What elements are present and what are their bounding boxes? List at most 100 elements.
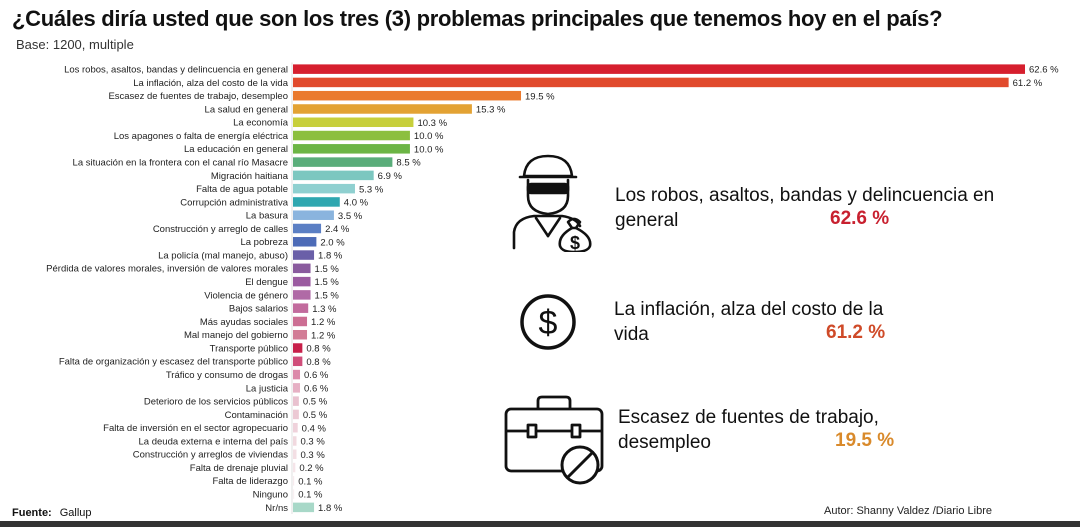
value-label: 1.5 % (315, 291, 340, 302)
value-label: 0.6 % (304, 383, 329, 394)
value-label: 1.5 % (315, 277, 340, 288)
bar (293, 157, 393, 167)
category-label: Pérdida de valores morales, inversión de… (46, 264, 288, 275)
value-label: 0.5 % (303, 397, 328, 408)
bar (293, 250, 315, 260)
value-label: 0.1 % (298, 476, 323, 487)
bar (293, 90, 522, 101)
category-label: Falta de organización y escasez del tran… (59, 357, 288, 368)
bar (293, 130, 410, 141)
bar (293, 369, 301, 380)
category-label: Escasez de fuentes de trabajo, desempleo (108, 91, 288, 102)
category-label: La deuda externa e interna del país (139, 436, 289, 447)
value-label: 6.9 % (378, 171, 403, 182)
value-label: 0.3 % (301, 437, 326, 448)
bar (293, 210, 334, 220)
category-label: Ninguno (253, 490, 288, 501)
bar (293, 383, 301, 393)
bar (293, 64, 1025, 74)
value-label: 10.0 % (414, 131, 444, 142)
bar (293, 303, 309, 313)
category-label: Tráfico y consumo de drogas (166, 370, 288, 381)
chart-subtitle: Base: 1200, multiple (16, 37, 134, 52)
value-label: 61.2 % (1013, 78, 1043, 89)
category-label: Nr/ns (265, 503, 288, 514)
category-label: Los apagones o falta de energía eléctric… (114, 131, 289, 142)
bar (293, 117, 414, 128)
bar (293, 104, 472, 114)
value-label: 1.2 % (311, 317, 336, 328)
value-label: 0.2 % (299, 463, 324, 474)
thief-icon: $ (512, 154, 592, 252)
dollar-coin-icon: $ (520, 294, 576, 350)
category-label: La situación en la frontera con el canal… (73, 158, 288, 169)
highlight-text: La inflación, alza del costo de la vida (614, 299, 884, 345)
category-label: Violencia de género (204, 290, 288, 301)
source-note: Fuente: Gallup (12, 507, 92, 519)
highlight-item-3: Escasez de fuentes de trabajo, desempleo (618, 405, 928, 455)
category-label: Contaminación (225, 410, 288, 421)
bar (293, 290, 311, 300)
highlight-item-1: Los robos, asaltos, bandas y delincuenci… (615, 183, 1025, 233)
highlight-text: Escasez de fuentes de trabajo, desempleo (618, 407, 879, 453)
highlight-value: 62.6 % (830, 208, 890, 229)
category-label: Falta de inversión en el sector agropecu… (103, 423, 288, 434)
category-label: Construcción y arreglos de viviendas (133, 450, 288, 461)
category-label: Deterioro de los servicios públicos (144, 397, 288, 408)
category-label: La salud en general (205, 104, 288, 115)
value-label: 10.0 % (414, 144, 444, 155)
value-label: 0.6 % (304, 370, 329, 381)
bar (293, 144, 410, 154)
value-label: 2.4 % (325, 224, 350, 235)
value-label: 1.2 % (311, 330, 336, 341)
bar (293, 329, 308, 340)
category-label: El dengue (245, 277, 288, 288)
category-label: La inflación, alza del costo de la vida (133, 78, 288, 89)
bar (293, 462, 296, 473)
bar (293, 343, 303, 353)
value-label: 1.8 % (318, 503, 343, 514)
value-label: 1.5 % (315, 264, 340, 275)
value-label: 5.3 % (359, 184, 384, 195)
value-label: 19.5 % (525, 91, 555, 102)
highlight-item-2: La inflación, alza del costo de la vida (614, 297, 914, 347)
bar (293, 409, 299, 420)
value-label: 1.8 % (318, 251, 343, 262)
value-label: 0.5 % (303, 410, 328, 421)
category-label: Bajos salarios (229, 304, 288, 315)
value-label: 10.3 % (417, 118, 447, 129)
value-label: 0.8 % (306, 357, 331, 368)
category-label: Falta de drenaje pluvial (190, 463, 288, 474)
bar (293, 356, 303, 367)
category-label: Falta de agua potable (196, 184, 288, 195)
bar (293, 197, 340, 207)
category-label: Más ayudas sociales (200, 317, 288, 328)
source-label: Fuente: (12, 507, 52, 519)
value-label: 15.3 % (476, 105, 506, 116)
value-label: 62.6 % (1029, 65, 1059, 76)
author-credit: Autor: Shanny Valdez /Diario Libre (824, 505, 992, 517)
svg-text:$: $ (539, 304, 558, 342)
bar (293, 77, 1009, 88)
bar (293, 449, 297, 460)
value-label: 0.4 % (302, 423, 327, 434)
category-label: La basura (246, 211, 289, 222)
category-label: Migración haitiana (211, 171, 289, 182)
highlight-value: 19.5 % (835, 430, 895, 451)
bar (293, 436, 297, 446)
bar (293, 183, 355, 194)
bar (293, 502, 315, 513)
category-label: Mal manejo del gobierno (184, 330, 288, 341)
bar (293, 263, 311, 274)
bar (293, 396, 299, 406)
category-label: Corrupción administrativa (180, 197, 288, 208)
value-label: 2.0 % (320, 237, 345, 248)
bottom-bar (0, 521, 1080, 527)
highlight-text: Los robos, asaltos, bandas y delincuenci… (615, 185, 995, 231)
bar (293, 316, 308, 327)
value-label: 1.3 % (312, 304, 337, 315)
category-label: La educación en general (184, 144, 288, 155)
highlight-value: 61.2 % (826, 322, 886, 343)
briefcase-no-icon (504, 395, 604, 485)
